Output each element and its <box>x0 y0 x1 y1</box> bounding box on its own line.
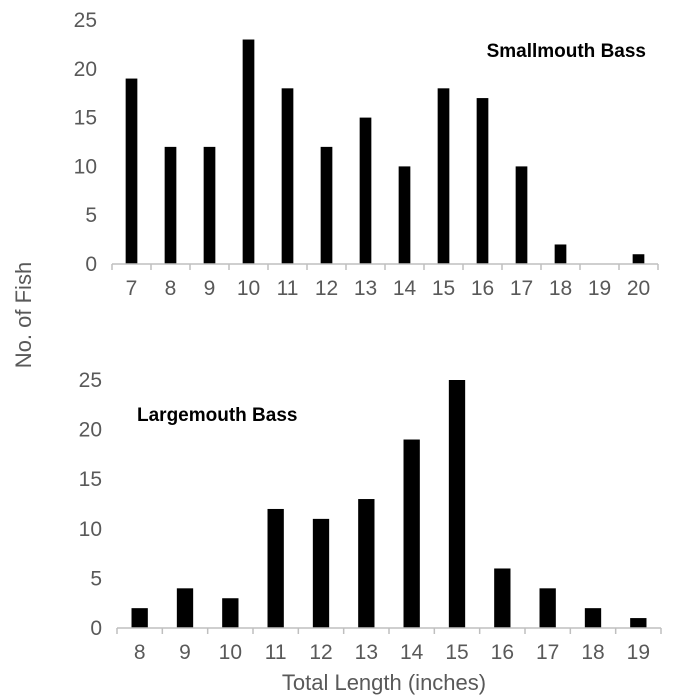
smallmouth-bar-15 <box>437 88 450 264</box>
smallmouth-x-tick-label: 17 <box>510 277 533 300</box>
y-axis-title: No. of Fish <box>11 262 36 368</box>
largemouth-x-tick-label: 19 <box>627 641 650 664</box>
largemouth-y-tick-label: 0 <box>90 617 102 640</box>
smallmouth-x-tick-label: 14 <box>393 277 417 300</box>
smallmouth-y-tick-label: 20 <box>74 58 97 81</box>
smallmouth-bar-12 <box>320 146 333 264</box>
smallmouth-y-tick-label: 5 <box>85 204 97 227</box>
smallmouth-x-tick-label: 20 <box>627 277 650 300</box>
largemouth-bar-14 <box>403 439 420 628</box>
largemouth-bar-12 <box>312 518 330 628</box>
smallmouth-x-tick-label: 12 <box>315 277 338 300</box>
smallmouth-x-tick-label: 13 <box>354 277 377 300</box>
smallmouth-y-tick-label: 10 <box>74 155 97 178</box>
smallmouth-y-tick-label: 0 <box>85 253 97 276</box>
largemouth-bar-13 <box>358 499 375 628</box>
largemouth-x-tick-label: 17 <box>536 641 559 664</box>
largemouth-x-tick-label: 18 <box>581 641 604 664</box>
largemouth-x-tick-label: 11 <box>265 641 287 664</box>
largemouth-bar-11 <box>267 508 284 628</box>
largemouth-y-tick-label: 25 <box>79 369 102 392</box>
largemouth-bar-17 <box>539 588 556 628</box>
largemouth-x-tick-label: 12 <box>309 641 332 664</box>
smallmouth-x-tick-label: 11 <box>277 277 299 300</box>
smallmouth-y-tick-label: 15 <box>74 107 97 130</box>
smallmouth-bar-18 <box>554 244 567 264</box>
smallmouth-y-tick-label: 25 <box>74 9 97 32</box>
smallmouth-x-tick-label: 10 <box>237 277 260 300</box>
largemouth-bar-15 <box>448 380 466 628</box>
smallmouth-x-tick-label: 18 <box>549 277 572 300</box>
largemouth-x-tick-label: 16 <box>491 641 514 664</box>
smallmouth-x-tick-label: 7 <box>126 277 138 300</box>
largemouth-bar-16 <box>494 568 511 628</box>
smallmouth-x-tick-label: 19 <box>588 277 611 300</box>
smallmouth-bar-8 <box>164 146 177 264</box>
smallmouth-bar-16 <box>476 98 489 264</box>
largemouth-y-tick-label: 10 <box>79 518 102 541</box>
largemouth-x-tick-label: 13 <box>355 641 378 664</box>
smallmouth-bar-14 <box>398 166 411 264</box>
smallmouth-bar-13 <box>359 117 372 264</box>
largemouth-x-tick-label: 9 <box>179 641 191 664</box>
smallmouth-x-tick-label: 15 <box>432 277 455 300</box>
largemouth-x-tick-label: 10 <box>219 641 242 664</box>
smallmouth-bar-7 <box>125 78 138 264</box>
x-axis-title: Total Length (inches) <box>282 670 486 695</box>
largemouth-y-tick-label: 15 <box>79 468 102 491</box>
smallmouth-bar-9 <box>203 146 216 264</box>
smallmouth-bar-17 <box>515 166 528 264</box>
smallmouth-bass-panel: 7 8 9 10 11 12 13 14 15 16 17 18 19 20 0 5 10 15 20 25 Small… <box>74 9 659 300</box>
largemouth-bar-10 <box>222 598 239 628</box>
smallmouth-bar-11 <box>281 88 294 264</box>
largemouth-x-tick-label: 15 <box>445 641 468 664</box>
smallmouth-x-tick-label: 9 <box>204 277 216 300</box>
largemouth-bar-18 <box>584 608 602 628</box>
largemouth-bass-panel: 8 9 10 11 12 13 14 15 16 17 18 19 0 5 10 15 20 25 Largemou… <box>79 369 662 664</box>
largemouth-y-tick-label: 5 <box>90 567 102 590</box>
largemouth-y-tick-label: 20 <box>79 419 102 442</box>
smallmouth-bar-10 <box>242 39 255 264</box>
largemouth-bar-19 <box>630 618 647 628</box>
largemouth-x-tick-label: 14 <box>400 641 424 664</box>
smallmouth-panel-title: Smallmouth Bass <box>487 41 646 62</box>
largemouth-bar-8 <box>131 608 148 628</box>
largemouth-panel-title: Largemouth Bass <box>137 405 297 426</box>
smallmouth-x-tick-label: 8 <box>165 277 177 300</box>
smallmouth-bar-20 <box>632 254 645 264</box>
smallmouth-x-tick-label: 16 <box>471 277 494 300</box>
largemouth-x-tick-label: 8 <box>134 641 146 664</box>
largemouth-bar-9 <box>176 588 194 628</box>
